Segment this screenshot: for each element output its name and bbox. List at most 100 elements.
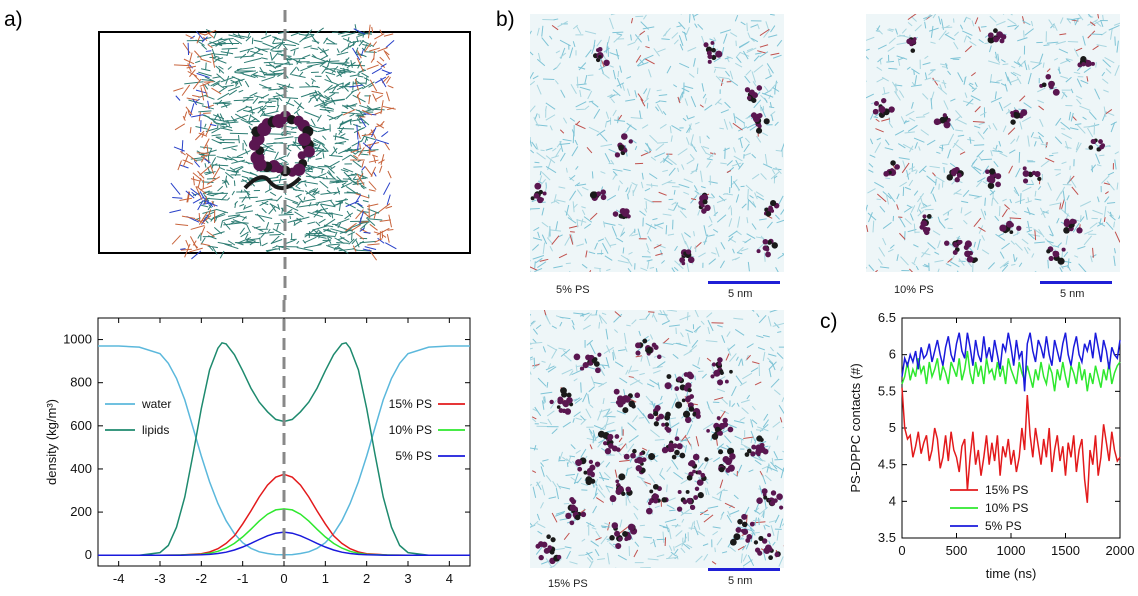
lipid-stroke: [647, 558, 659, 561]
lipid-stroke: [543, 310, 547, 316]
lipid-stroke: [1080, 215, 1082, 221]
lipid-stroke: [751, 153, 757, 159]
lipid-stroke: [586, 146, 593, 154]
lipid-stroke: [536, 27, 540, 36]
lipid-stroke: [1053, 23, 1058, 31]
lipid-stroke: [607, 522, 611, 531]
lipid-stroke: [530, 358, 534, 361]
lipid-stroke: [645, 456, 652, 462]
ps-atom: [647, 413, 654, 420]
ps-atom: [619, 207, 627, 215]
ps-atom: [716, 416, 721, 421]
lipid-stroke: [673, 39, 679, 45]
lipid-stroke: [654, 505, 660, 509]
lipid-stroke: [1088, 111, 1097, 120]
density-xtick-label: 1: [322, 571, 329, 586]
lipid-stroke: [635, 355, 643, 358]
lipid-tail: [328, 92, 336, 98]
lipid-stroke: [671, 398, 677, 409]
lipid-stroke: [662, 169, 668, 173]
lipid-stroke: [920, 247, 930, 258]
lipid-stroke: [754, 517, 757, 526]
lipid-stroke: [1055, 117, 1062, 126]
ps-atom: [1096, 147, 1101, 152]
lipid-tail: [272, 93, 286, 98]
lipid-stroke: [619, 377, 628, 384]
panel-label-a: a): [4, 8, 23, 31]
lipid-stroke: [1059, 267, 1063, 272]
ps-atom: [703, 42, 709, 48]
lipid-stroke: [586, 339, 594, 346]
lipid-stroke: [541, 37, 549, 47]
lipid-stroke: [753, 509, 760, 515]
lipid-stroke: [606, 345, 611, 353]
lipid-stroke: [966, 16, 972, 20]
lipid-stroke: [1011, 210, 1018, 215]
lipid-stroke: [600, 171, 606, 174]
lipid-stroke: [598, 381, 607, 388]
lipid-tail: [220, 51, 234, 55]
lipid-headgroup: [182, 154, 189, 167]
lipid-stroke: [643, 88, 648, 95]
lipid-stroke: [920, 204, 932, 209]
lipid-stroke: [776, 39, 783, 47]
lipid-stroke: [1118, 214, 1120, 220]
lipid-stroke: [866, 48, 870, 51]
lipid-stroke: [960, 207, 963, 214]
lipid-stroke: [703, 461, 709, 470]
lipid-stroke: [741, 407, 749, 415]
lipid-tail: [281, 207, 284, 214]
lipid-stroke: [666, 65, 672, 74]
lipid-stroke: [569, 370, 574, 377]
lipid-stroke: [867, 212, 877, 221]
ps-atom: [730, 538, 737, 546]
lipid-tail: [184, 81, 204, 85]
lipid-stroke: [644, 208, 648, 213]
contacts-legend-label: 10% PS: [985, 501, 1028, 515]
lipid-tail: [264, 72, 283, 75]
ps-atom: [682, 499, 688, 505]
lipid-stroke: [597, 488, 606, 498]
lipid-headgroup: [204, 29, 217, 36]
lipid-stroke: [595, 530, 601, 538]
lipid-stroke: [670, 551, 677, 557]
lipid-stroke: [898, 57, 905, 61]
lipid-stroke: [938, 183, 940, 190]
lipid-stroke: [749, 195, 754, 199]
lipid-tail: [273, 97, 279, 101]
lipid-headgroup: [173, 146, 185, 152]
lipid-stroke: [1061, 161, 1067, 165]
lipid-headgroup: [357, 140, 360, 151]
lipid-tail: [350, 118, 362, 122]
lipid-headgroup: [209, 123, 217, 127]
lipid-stroke: [771, 169, 776, 175]
lipid-stroke: [976, 149, 984, 158]
lipid-stroke: [548, 496, 557, 499]
lipid-stroke: [530, 149, 535, 154]
lipid-stroke: [591, 527, 597, 530]
lipid-headgroup: [363, 231, 371, 234]
ps-atom: [569, 504, 577, 512]
lipid-stroke: [683, 350, 693, 356]
lipid-stroke: [581, 209, 586, 216]
lipid-tail: [249, 114, 260, 123]
lipid-stroke: [963, 219, 968, 225]
lipid-stroke: [680, 332, 684, 338]
lipid-stroke: [994, 215, 1000, 222]
lipid-headgroup: [373, 154, 377, 164]
lipid-tail: [324, 209, 332, 218]
lipid-stroke: [681, 233, 687, 245]
ps-atom: [665, 427, 672, 433]
lipid-tail: [275, 155, 287, 161]
lipid-stroke: [911, 261, 916, 266]
lipid-stroke: [896, 204, 899, 210]
ps-atom: [993, 36, 1000, 43]
lipid-tail: [308, 99, 312, 104]
lipid-tail: [286, 152, 290, 157]
lipid-stroke: [750, 37, 759, 43]
lipid-stroke: [712, 530, 719, 536]
lipid-stroke: [911, 68, 920, 75]
lipid-tail: [243, 205, 246, 211]
lipid-stroke: [603, 472, 611, 479]
lipid-stroke: [735, 356, 739, 361]
